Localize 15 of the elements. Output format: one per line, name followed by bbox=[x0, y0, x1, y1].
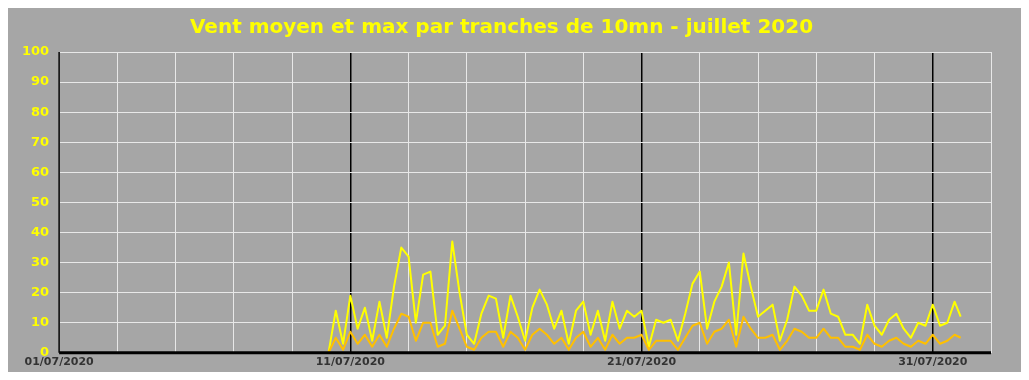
y-tick-label: 50 bbox=[31, 193, 50, 209]
y-tick-label: 40 bbox=[31, 223, 50, 239]
y-tick-label: 60 bbox=[31, 163, 50, 179]
chart-title: Vent moyen et max par tranches de 10mn - juillet 2020 bbox=[189, 14, 814, 39]
y-tick-label: 20 bbox=[31, 284, 50, 300]
x-tick-label: 21/07/2020 bbox=[606, 355, 677, 369]
x-tick-label: 01/07/2020 bbox=[24, 355, 95, 369]
y-tick-label: 70 bbox=[31, 133, 50, 149]
x-tick-label: 11/07/2020 bbox=[315, 355, 386, 369]
x-tick-label: 31/07/2020 bbox=[898, 355, 968, 369]
y-tick-label: 10 bbox=[31, 314, 50, 330]
y-tick-label: 90 bbox=[31, 73, 50, 89]
y-tick-label: 100 bbox=[22, 43, 50, 59]
y-tick-label: 80 bbox=[31, 103, 50, 119]
y-tick-label: 30 bbox=[31, 253, 50, 269]
